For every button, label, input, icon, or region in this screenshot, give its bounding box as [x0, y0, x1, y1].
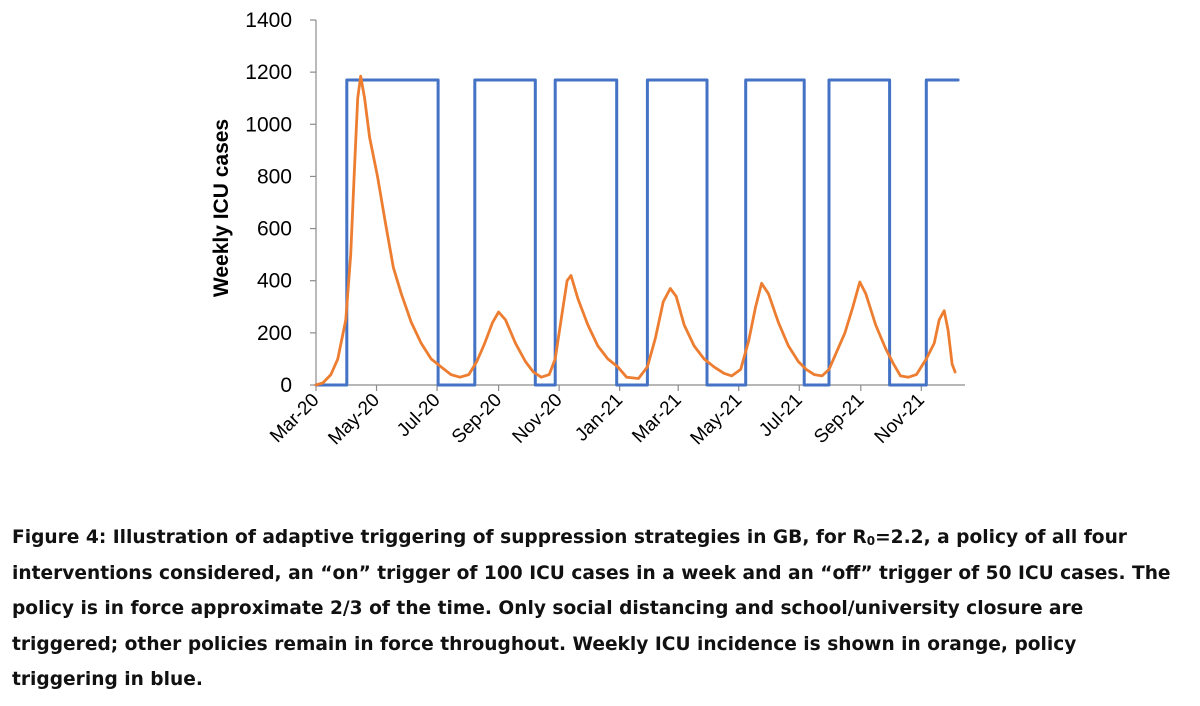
caption-line-2: interventions considered, an “on” trigge… — [12, 562, 1171, 584]
x-axis: Mar-20 May-20 Jul-20 Sep-20 Nov-20 Jan-21 Mar-… — [266, 384, 965, 450]
y-axis: 0 200 400 600 800 1000 1200 1400 — [245, 9, 317, 397]
caption-line-1: Figure 4: Illustration of adaptive trigg… — [12, 527, 1127, 548]
y-tick-label: 600 — [257, 218, 292, 241]
x-tick-label: Mar-21 — [628, 390, 685, 447]
series-line-icu-incidence — [314, 74, 957, 387]
x-tick-label: Nov-21 — [871, 390, 929, 448]
x-tick-label: Sep-21 — [810, 390, 868, 448]
y-axis-label: Weekly ICU cases — [210, 119, 233, 297]
y-tick-label: 1400 — [245, 9, 292, 32]
y-tick-label: 400 — [257, 270, 292, 293]
x-tick-label: Jul-20 — [393, 390, 444, 441]
x-tick-label: May-20 — [324, 390, 384, 450]
y-tick-label: 800 — [257, 165, 292, 188]
y-tick-label: 1200 — [245, 61, 292, 84]
series-line-policy-trigger — [314, 78, 960, 387]
caption-line-5: triggering in blue. — [12, 669, 203, 690]
y-tick-label: 1000 — [245, 113, 292, 136]
caption-line-4: triggered; other policies remain in forc… — [12, 633, 1077, 655]
x-tick-label: Mar-20 — [266, 390, 323, 447]
x-tick-label: Jan-21 — [571, 390, 627, 446]
x-tick-label: Jul-21 — [755, 390, 806, 441]
x-tick-label: Nov-20 — [509, 390, 567, 448]
x-tick-label: May-21 — [687, 390, 747, 450]
y-tick-label: 0 — [280, 374, 292, 397]
series-layer — [314, 74, 960, 387]
y-tick-label: 200 — [257, 322, 292, 345]
x-tick-label: Sep-20 — [448, 390, 506, 448]
figure-caption: Figure 4: Illustration of adaptive trigg… — [12, 520, 1174, 698]
caption-line-3: policy is in force approximate 2/3 of th… — [12, 598, 1084, 619]
